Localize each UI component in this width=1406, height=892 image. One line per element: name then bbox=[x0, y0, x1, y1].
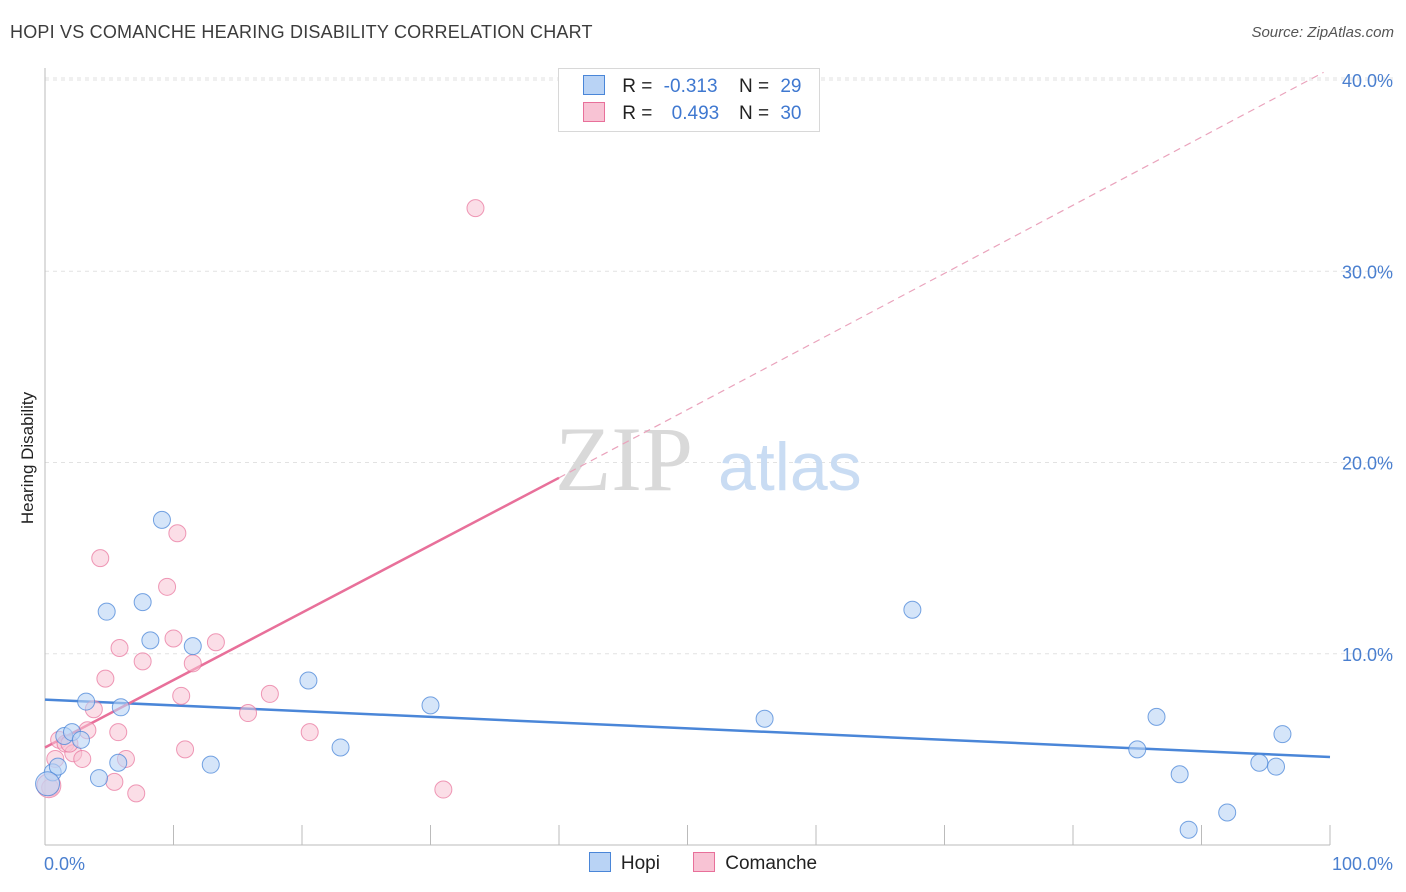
hopi-n-value: 29 bbox=[780, 76, 802, 97]
comanche-r-value: 0.493 bbox=[671, 103, 720, 124]
x-tick-label: 100.0% bbox=[1332, 854, 1393, 874]
hopi-point bbox=[89, 769, 108, 788]
hopi-point bbox=[133, 593, 152, 612]
hopi-point bbox=[1218, 803, 1237, 822]
hopi-point bbox=[331, 738, 350, 757]
y-tick-label: 10.0% bbox=[1342, 645, 1393, 665]
hopi-point bbox=[1250, 753, 1269, 772]
comanche-point bbox=[168, 524, 187, 543]
comanche-point bbox=[183, 654, 202, 673]
source-label: Source: ZipAtlas.com bbox=[1251, 24, 1394, 41]
hopi-swatch bbox=[583, 75, 605, 95]
hopi-point bbox=[152, 510, 171, 529]
hopi-point bbox=[109, 753, 128, 772]
comanche-point bbox=[260, 684, 279, 703]
comanche-point bbox=[434, 780, 453, 799]
chart-title: HOPI VS COMANCHE HEARING DISABILITY CORR… bbox=[10, 22, 593, 42]
y-tick-label: 20.0% bbox=[1342, 454, 1393, 474]
watermark-atlas: atlas bbox=[718, 429, 862, 505]
data-points bbox=[35, 199, 1292, 839]
hopi-r-value: -0.313 bbox=[663, 76, 718, 97]
y-axis-label: Hearing Disability bbox=[18, 391, 37, 524]
hopi-point bbox=[299, 671, 318, 690]
hopi-point bbox=[97, 602, 116, 621]
comanche-trend-line bbox=[44, 476, 560, 749]
hopi-point bbox=[1273, 725, 1292, 744]
hopi-point bbox=[48, 757, 67, 776]
comanche-point bbox=[176, 740, 195, 759]
comanche-point bbox=[109, 723, 128, 742]
comanche-point bbox=[164, 629, 183, 648]
comanche-point bbox=[110, 639, 129, 658]
comanche-point bbox=[172, 686, 191, 705]
hopi-point bbox=[755, 709, 774, 728]
comanche-point bbox=[300, 723, 319, 742]
hopi-point bbox=[1147, 707, 1166, 726]
comanche-swatch bbox=[583, 102, 605, 122]
comanche-n-label: N = bbox=[738, 103, 770, 124]
comanche-legend-label: Comanche bbox=[725, 853, 818, 874]
comanche-point bbox=[127, 784, 146, 803]
hopi-legend-label: Hopi bbox=[620, 853, 660, 874]
comanche-point bbox=[91, 549, 110, 568]
hopi-legend-swatch bbox=[588, 852, 611, 872]
comanche-point bbox=[105, 772, 124, 791]
legend-row-hopi: R = -0.313 N = 29 bbox=[583, 75, 801, 99]
hopi-trend-line bbox=[44, 698, 1331, 759]
grid-lines bbox=[45, 77, 1395, 655]
y-tick-label: 40.0% bbox=[1342, 71, 1393, 91]
comanche-r-label: R = bbox=[622, 103, 653, 124]
comanche-legend-swatch bbox=[693, 852, 716, 872]
hopi-point bbox=[1128, 740, 1147, 759]
stats-legend: R = -0.313 N = 29 R = 0.493 N = 30 bbox=[558, 68, 820, 132]
hopi-point bbox=[35, 771, 61, 797]
legend-row-comanche: R = 0.493 N = 30 bbox=[583, 102, 801, 126]
hopi-point bbox=[77, 692, 96, 711]
y-tick-label: 30.0% bbox=[1342, 262, 1393, 282]
comanche-trend-extension bbox=[558, 71, 1324, 479]
hopi-point bbox=[71, 730, 90, 749]
watermark-zip: ZIP bbox=[555, 408, 693, 510]
legend-item-comanche[interactable]: Comanche bbox=[693, 852, 817, 875]
hopi-point bbox=[201, 755, 220, 774]
comanche-point bbox=[466, 199, 485, 218]
x-tick-label: 0.0% bbox=[44, 854, 85, 874]
hopi-point bbox=[111, 698, 130, 717]
comanche-point bbox=[206, 633, 225, 652]
hopi-point bbox=[421, 696, 440, 715]
comanche-point bbox=[96, 669, 115, 688]
hopi-r-label: R = bbox=[622, 76, 653, 97]
hopi-point bbox=[1179, 820, 1198, 839]
tick-labels: 10.0% 20.0% 30.0% 40.0% 0.0% 100.0% bbox=[44, 71, 1393, 874]
series-legend: Hopi Comanche bbox=[0, 852, 1406, 875]
trend-lines bbox=[44, 71, 1331, 759]
comanche-point bbox=[158, 577, 177, 596]
hopi-n-label: N = bbox=[738, 76, 770, 97]
axes bbox=[44, 68, 1331, 846]
hopi-point bbox=[141, 631, 160, 650]
comanche-point bbox=[73, 749, 92, 768]
hopi-point bbox=[903, 600, 922, 619]
legend-item-hopi[interactable]: Hopi bbox=[588, 852, 660, 875]
comanche-point bbox=[239, 704, 258, 723]
hopi-point bbox=[183, 637, 202, 656]
hopi-point bbox=[1267, 757, 1286, 776]
comanche-n-value: 30 bbox=[780, 103, 802, 124]
comanche-point bbox=[133, 652, 152, 671]
hopi-point bbox=[1170, 765, 1189, 784]
